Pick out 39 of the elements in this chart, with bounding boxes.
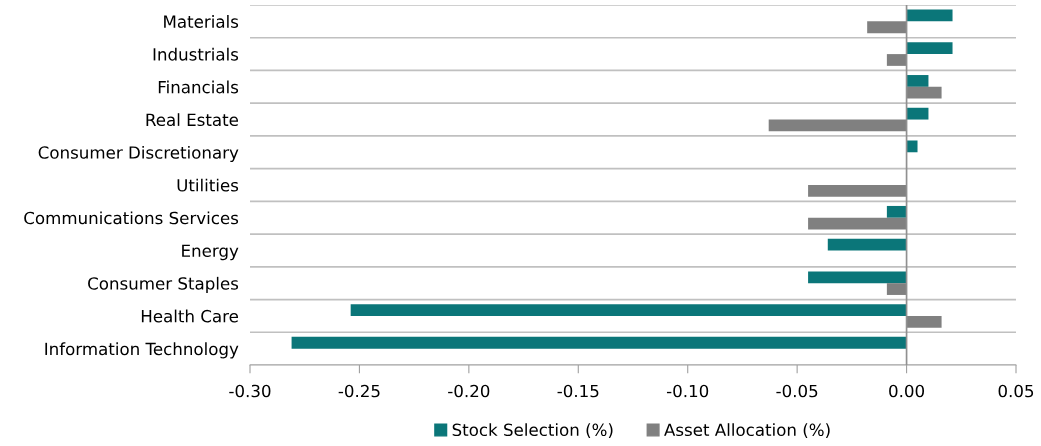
bar <box>808 185 907 197</box>
legend-label: Stock Selection (%) <box>452 423 613 439</box>
x-tick-label: -0.30 <box>229 384 271 398</box>
x-tick-label: -0.20 <box>448 384 490 398</box>
x-tick-label: -0.25 <box>338 384 380 398</box>
bar <box>906 315 942 328</box>
bar <box>906 9 953 22</box>
bar <box>291 336 907 349</box>
y-tick-label: Financials <box>158 80 239 94</box>
bar <box>768 119 907 132</box>
y-tick-label: Industrials <box>153 47 239 61</box>
y-tick-label: Consumer Staples <box>88 276 239 293</box>
bar <box>906 107 929 120</box>
bar <box>808 217 907 230</box>
y-tick-label: Materials <box>164 15 239 28</box>
y-tick-label: Energy <box>182 244 239 261</box>
bar <box>350 304 907 316</box>
x-tick-label: -0.10 <box>666 384 709 398</box>
bar <box>827 238 907 251</box>
x-tick-label: 0.05 <box>998 384 1034 398</box>
bar <box>886 205 907 218</box>
bar <box>886 283 907 295</box>
bar <box>808 271 907 284</box>
y-tick-label: Communications Services <box>24 211 239 225</box>
y-tick-label: Real Estate <box>146 113 238 127</box>
x-tick-label: -0.15 <box>557 384 599 398</box>
bar <box>906 140 918 153</box>
y-tick-label: Consumer Discretionary <box>38 145 239 163</box>
bar <box>906 75 929 87</box>
y-tick-label: Health Care <box>141 309 238 323</box>
bar <box>906 86 942 99</box>
bar <box>906 42 953 55</box>
legend-label: Asset Allocation (%) <box>664 423 830 439</box>
x-tick-label: -0.05 <box>776 384 818 398</box>
y-tick-label: Information Technology <box>45 342 239 359</box>
bar <box>867 21 907 34</box>
bar <box>886 54 907 66</box>
y-tick-label: Utilities <box>177 178 239 192</box>
x-tick-label: 0.00 <box>889 384 925 398</box>
